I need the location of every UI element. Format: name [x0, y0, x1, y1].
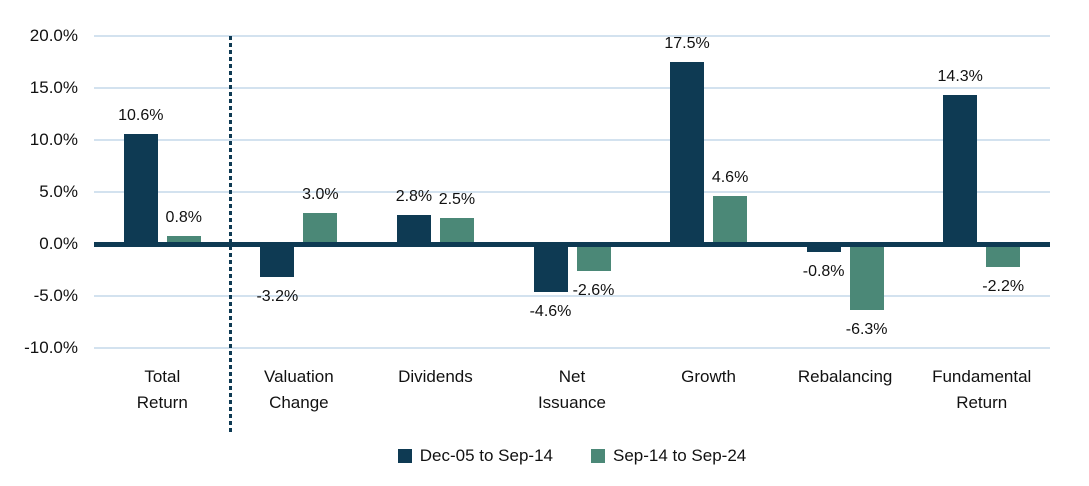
data-label: 2.5% [438, 191, 476, 208]
bar-sep-14-to-sep-24 [166, 235, 201, 244]
bar-sep-14-to-sep-24 [849, 244, 884, 310]
bar-dec-05-to-sep-14 [943, 95, 978, 244]
bar-sep-14-to-sep-24 [713, 196, 748, 244]
y-gridline [94, 35, 1050, 37]
y-gridline [94, 139, 1050, 141]
y-axis-tick-label: 20.0% [29, 26, 78, 45]
legend-item: Sep-14 to Sep-24 [590, 446, 747, 466]
data-label: -6.3% [845, 320, 888, 338]
x-axis-category-label: Growth [681, 367, 736, 386]
bar-sep-14-to-sep-24 [576, 244, 611, 272]
legend-label: Dec-05 to Sep-14 [419, 446, 553, 465]
data-label: 14.3% [937, 68, 983, 86]
y-gridline [94, 191, 1050, 193]
bar-dec-05-to-sep-14 [123, 133, 158, 244]
legend-swatch-icon [397, 449, 412, 463]
legend-item: Dec-05 to Sep-14 [397, 446, 553, 466]
bar-sep-14-to-sep-24 [986, 244, 1021, 267]
data-label: -0.8% [802, 263, 845, 281]
data-label: 0.8% [165, 208, 203, 226]
y-axis-tick-label: 5.0% [39, 182, 78, 201]
legend-label: Sep-14 to Sep-24 [612, 446, 747, 465]
x-axis-category-label: Net Issuance [537, 367, 606, 412]
category-separator-dotted-line [229, 36, 233, 432]
y-gridline [94, 295, 1050, 297]
bar-dec-05-to-sep-14 [533, 244, 568, 292]
data-label: -4.6% [529, 302, 572, 320]
bar-dec-05-to-sep-14 [806, 244, 841, 253]
bar-dec-05-to-sep-14 [260, 244, 295, 278]
data-label: -2.2% [982, 277, 1025, 295]
data-label: 17.5% [664, 35, 710, 52]
x-axis-category-label: Fundamental Return [932, 367, 1032, 412]
zero-baseline [94, 242, 1050, 247]
y-axis-tick-label: 0.0% [39, 234, 78, 253]
data-label: 10.6% [118, 106, 164, 124]
data-label: -2.6% [572, 282, 615, 300]
y-gridline [94, 87, 1050, 89]
x-axis-category-label: Dividends [398, 367, 473, 386]
data-label: -3.2% [256, 288, 299, 306]
legend-swatch-icon [590, 449, 605, 463]
x-axis-category-label: Total Return [136, 367, 188, 412]
data-label: 3.0% [302, 185, 339, 203]
x-axis-category-label: Rebalancing [797, 367, 893, 386]
y-axis-tick-label: -10.0% [24, 338, 78, 357]
y-axis-tick-label: 10.0% [29, 130, 78, 149]
bar-dec-05-to-sep-14 [670, 62, 705, 244]
bar-sep-14-to-sep-24 [303, 212, 338, 244]
x-axis-category-label: Valuation Change [264, 367, 334, 412]
chart-legend: Dec-05 to Sep-14 Sep-14 to Sep-24 [94, 446, 1050, 466]
bar-dec-05-to-sep-14 [396, 214, 431, 244]
bar-sep-14-to-sep-24 [439, 218, 474, 244]
y-gridline [94, 347, 1050, 349]
y-axis-tick-label: -5.0% [33, 286, 78, 305]
data-label: 4.6% [711, 169, 749, 187]
y-axis-tick-label: 15.0% [29, 78, 78, 97]
data-label: 2.8% [395, 187, 433, 205]
